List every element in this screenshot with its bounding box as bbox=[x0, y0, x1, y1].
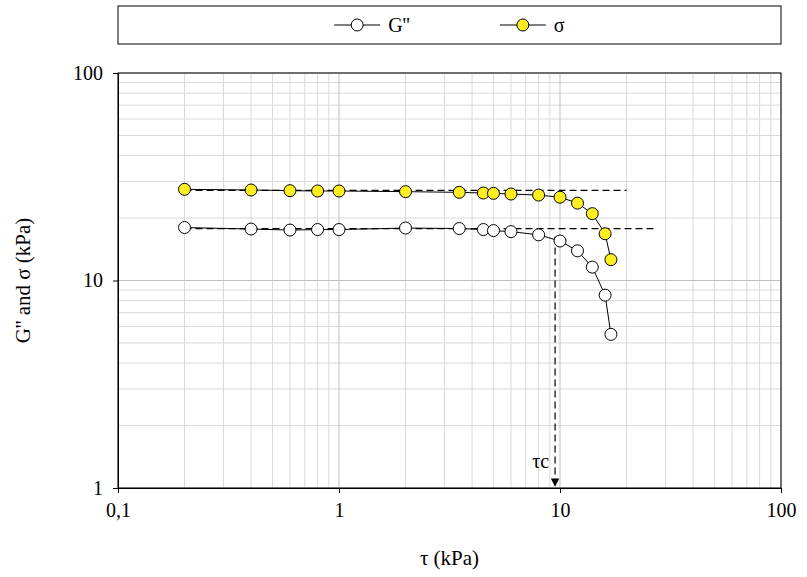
minor-grid-line bbox=[118, 363, 781, 364]
legend-item: G'' bbox=[334, 14, 410, 36]
data-point bbox=[505, 188, 517, 200]
minor-grid-line bbox=[118, 425, 781, 426]
data-point bbox=[245, 184, 257, 196]
grid-line bbox=[118, 280, 781, 281]
data-point bbox=[333, 224, 345, 236]
legend-box bbox=[118, 6, 781, 44]
data-point bbox=[453, 186, 465, 198]
tick-label: 100 bbox=[767, 499, 797, 521]
tick-label: 1 bbox=[93, 477, 103, 499]
tick-mark bbox=[339, 488, 340, 493]
tick-label: 10 bbox=[83, 269, 103, 291]
data-point bbox=[571, 245, 583, 257]
minor-grid-line bbox=[118, 289, 781, 290]
data-point bbox=[245, 223, 257, 235]
x-axis-title: τ (kPa) bbox=[420, 546, 479, 570]
legend-marker bbox=[351, 19, 363, 31]
data-point bbox=[554, 235, 566, 247]
grid bbox=[118, 73, 781, 488]
data-point bbox=[487, 225, 499, 237]
tick: 10 bbox=[551, 488, 571, 521]
minor-grid-line bbox=[118, 105, 781, 106]
data-point bbox=[312, 185, 324, 197]
data-point bbox=[571, 197, 583, 209]
tick-mark bbox=[781, 488, 782, 493]
legend-label: G'' bbox=[388, 14, 410, 36]
data-point bbox=[599, 289, 611, 301]
minor-grid-line bbox=[118, 388, 781, 389]
tick-mark bbox=[113, 281, 118, 282]
data-point bbox=[179, 183, 191, 195]
series-line bbox=[185, 228, 611, 335]
minor-grid-line bbox=[118, 218, 781, 219]
data-point bbox=[554, 191, 566, 203]
data-point bbox=[400, 222, 412, 234]
tick: 1 bbox=[93, 477, 118, 499]
minor-grid-line bbox=[118, 82, 781, 83]
tick: 10 bbox=[83, 269, 118, 291]
data-point bbox=[605, 328, 617, 340]
data-point bbox=[333, 185, 345, 197]
axis-line bbox=[113, 74, 119, 489]
tick: 100 bbox=[73, 62, 118, 84]
minor-grid-line bbox=[118, 93, 781, 94]
minor-grid-line bbox=[118, 300, 781, 301]
data-point bbox=[453, 223, 465, 235]
data-point bbox=[586, 208, 598, 220]
data-point bbox=[487, 187, 499, 199]
minor-grid-line bbox=[118, 119, 781, 120]
data-point bbox=[179, 222, 191, 234]
tick-mark bbox=[560, 488, 561, 493]
legend-item: σ bbox=[500, 14, 565, 36]
tick-label: 100 bbox=[73, 62, 103, 84]
legend-marker bbox=[517, 19, 529, 31]
data-point bbox=[605, 254, 617, 266]
data-point bbox=[533, 229, 545, 241]
data-point bbox=[505, 226, 517, 238]
tick-mark bbox=[113, 73, 118, 74]
axis-line bbox=[119, 489, 782, 494]
minor-grid-line bbox=[118, 155, 781, 156]
minor-grid-line bbox=[118, 326, 781, 327]
data-point bbox=[284, 224, 296, 236]
tick-label: 10 bbox=[551, 499, 571, 521]
x-axis: 0,1 1 10 100 bbox=[106, 488, 797, 521]
legend: G'' σ bbox=[118, 6, 781, 44]
tick-mark bbox=[113, 488, 118, 489]
data-point bbox=[284, 185, 296, 197]
tick-label: 0,1 bbox=[106, 499, 131, 521]
data-area bbox=[179, 183, 656, 486]
annotation: τc bbox=[532, 450, 549, 472]
tick: 1 bbox=[335, 488, 345, 521]
tick-label: 1 bbox=[335, 499, 345, 521]
threshold-line bbox=[554, 236, 555, 486]
plot: 0,1110100110100 bbox=[73, 62, 797, 521]
tick: 100 bbox=[767, 488, 797, 521]
minor-grid-line bbox=[118, 312, 781, 313]
tick: 0,1 bbox=[106, 488, 131, 521]
data-point bbox=[533, 189, 545, 201]
minor-grid-line bbox=[118, 135, 781, 136]
series-line bbox=[185, 189, 611, 259]
legend-label: σ bbox=[554, 14, 565, 36]
data-point bbox=[400, 186, 412, 198]
data-point bbox=[586, 261, 598, 273]
y-axis-title: G'' and σ (kPa) bbox=[11, 218, 35, 344]
minor-grid-line bbox=[118, 342, 781, 343]
minor-grid-line bbox=[118, 181, 781, 182]
chart: 0,1110100110100τ (kPa)G'' and σ (kPa)τcG… bbox=[0, 0, 807, 577]
plot-frame bbox=[118, 73, 781, 488]
data-point bbox=[599, 228, 611, 240]
data-point bbox=[312, 224, 324, 236]
y-axis: 1 10 100 bbox=[73, 62, 119, 499]
